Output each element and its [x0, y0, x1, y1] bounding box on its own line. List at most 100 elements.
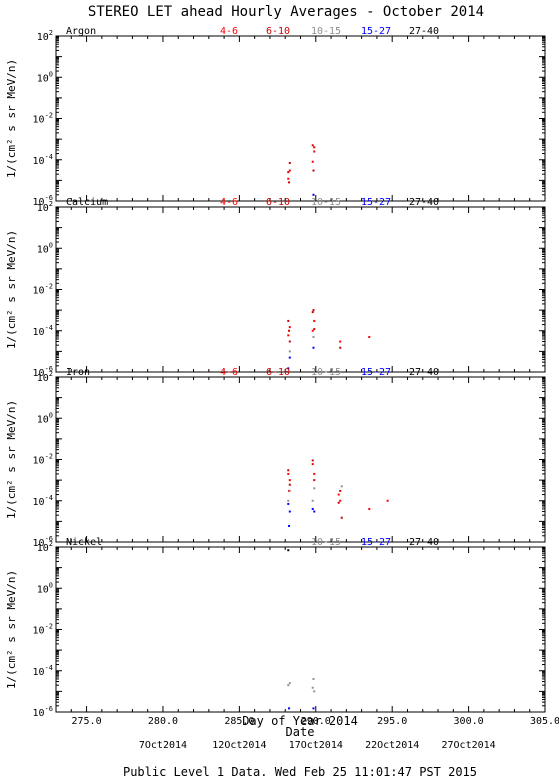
- data-point-4-6: [313, 319, 316, 322]
- legend-entry-15-27: 15-27: [361, 367, 391, 378]
- panels: Argon 4-6 6-10 10-15 15-27 27-40 1/(cm² s sr M…: [5, 26, 559, 727]
- date-tick-label: 27Oct2014: [442, 740, 496, 751]
- data-point-6-10: [311, 144, 314, 147]
- y-axis-label: 1/(cm² s sr MeV/n): [5, 570, 18, 689]
- data-point-10-15: [312, 677, 315, 680]
- data-point-4-6: [287, 177, 290, 180]
- data-point-10-15: [288, 682, 291, 685]
- y-tick-label: 10-2: [33, 453, 53, 467]
- panel-element-label: Calcium: [66, 197, 108, 208]
- y-tick-label: 10-2: [33, 283, 53, 297]
- y-tick-label: 102: [37, 200, 53, 214]
- data-point-6-10: [311, 311, 314, 314]
- legend-entry-27-40: 27-40: [409, 26, 439, 37]
- data-point-4-6: [339, 499, 342, 502]
- legend-entry-10-15: 10-15: [311, 197, 341, 208]
- panel-calcium: Calcium 4-6 6-10 10-15 15-27 27-40 1/(cm² s sr…: [5, 197, 546, 379]
- x-tick-label: 290.0: [301, 716, 331, 727]
- legend-entry-15-27: 15-27: [361, 197, 391, 208]
- data-point-6-10: [288, 181, 291, 184]
- data-point-10-15: [287, 684, 290, 687]
- legend-entry-10-15: 10-15: [311, 367, 341, 378]
- panel-nickel: Nickel 10-15 15-27 27-40 1/(cm² s sr MeV/n) 1…: [5, 537, 546, 719]
- y-tick-label: 10-6: [33, 535, 53, 549]
- y-tick-label: 10-4: [33, 494, 53, 508]
- data-point-6-10: [340, 516, 343, 519]
- legend-entry-4-6: 4-6: [220, 26, 238, 37]
- data-point-10-15: [313, 690, 316, 693]
- data-point-6-10: [313, 479, 316, 482]
- data-point-6-10: [288, 340, 291, 343]
- data-point-6-10: [312, 309, 315, 312]
- y-tick-label: 10-2: [33, 112, 53, 126]
- data-point-6-10: [287, 469, 290, 472]
- data-point-10-15: [288, 350, 291, 353]
- data-point-15-27: [287, 502, 290, 505]
- date-ticks: 7Oct2014 12Oct2014 17Oct2014 22Oct2014 27Oct…: [139, 740, 496, 751]
- data-point-6-10: [287, 171, 290, 174]
- data-point-4-6: [386, 499, 389, 502]
- legend-entry-6-10: 6-10: [266, 26, 290, 37]
- y-tick-label: 10-4: [33, 153, 53, 167]
- data-point-4-6: [287, 334, 290, 337]
- plot-frame: [55, 376, 546, 543]
- date-tick-label: 12Oct2014: [212, 740, 266, 751]
- data-point-10-15: [311, 499, 314, 502]
- data-point-4-6: [288, 326, 291, 329]
- data-point-6-10: [288, 329, 291, 332]
- y-tick-label: 10-6: [33, 194, 53, 208]
- x-tick-label: 300.0: [454, 716, 484, 727]
- y-tick-label: 10-4: [33, 664, 53, 678]
- y-tick-label: 10-6: [33, 705, 53, 719]
- date-tick-label: 22Oct2014: [365, 740, 419, 751]
- data-point-4-6: [368, 507, 371, 510]
- date-label: Date: [286, 725, 315, 739]
- data-point-15-27: [312, 193, 315, 196]
- data-point-15-27: [312, 346, 315, 349]
- data-point-4-6: [311, 160, 314, 163]
- legend-entry-4-6: 4-6: [220, 197, 238, 208]
- x-tick-label: 285.0: [224, 716, 254, 727]
- legend-entry-10-15: 10-15: [311, 26, 341, 37]
- plot-frame: [55, 206, 546, 373]
- y-tick-label: 10-6: [33, 365, 53, 379]
- data-point-10-15: [287, 499, 290, 502]
- plot-frame: [55, 35, 546, 202]
- y-tick-label: 102: [37, 29, 53, 43]
- y-tick-label: 100: [37, 70, 53, 84]
- data-point-15-27: [288, 524, 291, 527]
- x-tick-label: 280.0: [148, 716, 178, 727]
- data-point-6-10: [339, 489, 342, 492]
- x-tick-label: 305.0: [530, 716, 559, 727]
- data-point-4-6: [339, 340, 342, 343]
- x-tick-label: 295.0: [377, 716, 407, 727]
- y-tick-label: 102: [37, 540, 53, 554]
- panel-element-label: Nickel: [66, 537, 102, 548]
- data-point-6-10: [313, 328, 316, 331]
- y-axis-label: 1/(cm² s sr MeV/n): [5, 400, 18, 519]
- date-tick-label: 7Oct2014: [139, 740, 187, 751]
- data-point-6-10: [312, 169, 315, 172]
- panel-iron: Iron 4-6 6-10 10-15 15-27 27-40 1/(cm² s sr Me…: [5, 367, 546, 552]
- panel-element-label: Iron: [66, 367, 90, 378]
- y-axis-label: 1/(cm² s sr MeV/n): [5, 230, 18, 349]
- y-tick-label: 100: [37, 581, 53, 595]
- legend-entry-27-40: 27-40: [409, 367, 439, 378]
- data-point-10-15: [313, 487, 316, 490]
- data-point-15-27: [287, 367, 290, 370]
- data-point-15-27: [311, 507, 314, 510]
- data-point-4-6: [288, 479, 291, 482]
- y-axis-label: 1/(cm² s sr MeV/n): [5, 59, 18, 178]
- data-point-6-10: [339, 346, 342, 349]
- date-tick-label: 17Oct2014: [289, 740, 343, 751]
- data-point-6-10: [288, 483, 291, 486]
- legend-entry-27-40: 27-40: [409, 537, 439, 548]
- data-point-4-6: [313, 150, 316, 153]
- plot-frame: [55, 546, 546, 713]
- data-point-4-6: [337, 493, 340, 496]
- data-point-6-10: [311, 459, 314, 462]
- y-tick-label: 10-2: [33, 623, 53, 637]
- legend-entry-15-27: 15-27: [361, 537, 391, 548]
- legend-entry-6-10: 6-10: [266, 367, 290, 378]
- y-tick-label: 102: [37, 370, 53, 384]
